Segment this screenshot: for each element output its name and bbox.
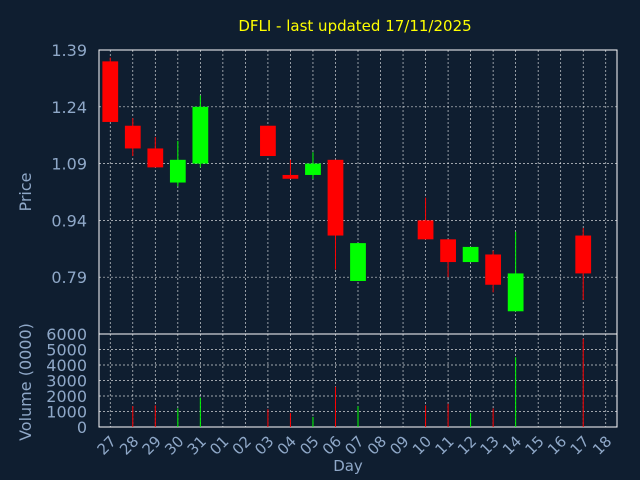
candle-body [192, 106, 209, 164]
price-tick-label: 1.24 [51, 98, 87, 117]
chart-title: DFLI - last updated 17/11/2025 [238, 17, 471, 35]
volume-tick-label: 3000 [46, 372, 87, 391]
candle-body [282, 174, 299, 179]
volume-tick-label: 6000 [46, 325, 87, 344]
candle-body [260, 125, 276, 157]
price-panel: 1.39 1.24 1.09 0.94 0.79 [51, 41, 618, 335]
candle-body [575, 235, 592, 274]
price-axis-label: Price [16, 172, 35, 211]
volume-tick-label: 4000 [46, 356, 87, 375]
candle-body [147, 148, 164, 168]
price-tick-label: 0.79 [51, 268, 87, 287]
candle-body [440, 239, 456, 263]
price-tick-label: 1.39 [51, 41, 87, 60]
candle-body [350, 243, 366, 281]
volume-tick-label: 1000 [46, 403, 87, 422]
volume-tick-label: 0 [77, 418, 87, 437]
x-tick-label: 18 [589, 432, 615, 458]
candle-body [169, 159, 186, 183]
volume-tick-label: 5000 [46, 341, 87, 360]
x-axis-label: Day [333, 457, 363, 475]
candle-body [507, 273, 524, 312]
price-tick-label: 1.09 [51, 155, 87, 174]
candle-body [327, 159, 344, 236]
volume-tick-label: 2000 [46, 387, 87, 406]
candle-body [305, 163, 321, 175]
candle-body [485, 254, 502, 285]
candle-body [102, 61, 119, 122]
candle-body [417, 220, 434, 240]
x-tick-labels: 2728293031010203040506070809101112131415… [94, 432, 616, 458]
volume-axis-label: Volume (0000) [16, 323, 35, 441]
candle-body [462, 246, 479, 263]
candle-body [124, 125, 141, 149]
price-tick-label: 0.94 [51, 211, 87, 230]
